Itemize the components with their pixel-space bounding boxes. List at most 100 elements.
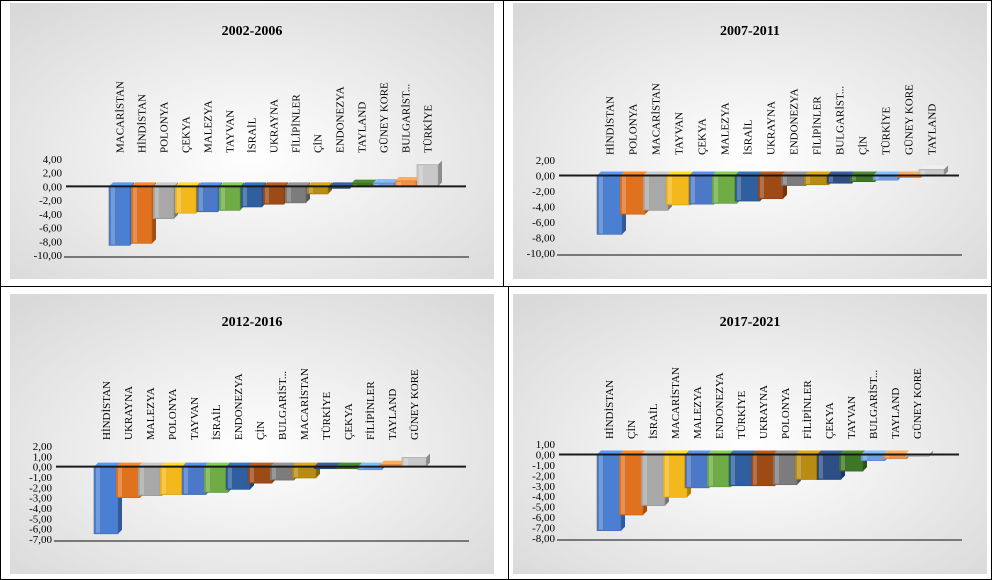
y-tick-label: -4,00	[29, 503, 52, 515]
y-tick-label: -2,00	[532, 186, 555, 198]
category-label: FİLİPİNLER	[365, 381, 377, 440]
category-label: FİLİPİNLER	[291, 94, 303, 153]
table-border-top	[0, 0, 992, 1]
table-border-left	[0, 0, 1, 580]
category-label: MACARİSTAN	[115, 81, 127, 153]
category-label: TÜRKİYE	[881, 106, 893, 155]
category-label: İSRAİL	[211, 404, 223, 440]
y-tick-label: -5,00	[29, 513, 52, 525]
chart-svg: 2012-2016 2,001,000,00-1,00-2,00-3,00-4,0…	[10, 294, 494, 574]
category-label: MACARİSTAN	[651, 83, 663, 155]
category-label: MALEZYA	[203, 100, 215, 153]
bar--i-n	[306, 182, 332, 195]
y-tick-label: -7,00	[29, 534, 52, 546]
chart-title: 2007-2011	[720, 24, 780, 39]
category-label: UKRAYNA	[123, 386, 135, 440]
category-label: GÜNEY KORE	[912, 368, 924, 439]
category-label: ÇİN	[858, 136, 870, 155]
category-label: HİNDİSTAN	[604, 380, 616, 439]
category-label: ENDONEZYA	[789, 88, 801, 155]
category-label: BULGARİST...	[401, 84, 413, 153]
y-tick-label: 0,00	[43, 181, 63, 193]
category-label: HİNDİSTAN	[605, 96, 617, 155]
category-label: HİNDİSTAN	[137, 94, 149, 153]
y-tick-label: 2,00	[43, 168, 63, 180]
y-tick-label: -6,00	[532, 512, 555, 524]
category-label: MALEZYA	[720, 102, 732, 155]
category-label: TAYLAND	[927, 104, 939, 155]
y-tick-label: -2,00	[39, 195, 62, 207]
y-tick-label: -8,00	[39, 236, 62, 248]
y-tick-label: -1,00	[29, 472, 52, 484]
bar-bulgari-st-	[394, 176, 420, 187]
category-label: GÜNEY KORE	[904, 84, 916, 155]
y-tick-label: -10,00	[527, 248, 556, 260]
category-label: ÇEKYA	[824, 402, 836, 439]
y-tick-label: 2,00	[536, 155, 556, 167]
category-label: İSRAİL	[743, 119, 755, 155]
y-tick-label: -3,00	[29, 493, 52, 505]
bar-tayland	[350, 179, 376, 187]
category-label: BULGARİST...	[835, 86, 847, 155]
y-tick-label: -6,00	[39, 223, 62, 235]
category-label: İSRAİL	[648, 403, 660, 439]
y-tick-label: -6,00	[29, 524, 52, 536]
table-border-middle-v-bottom	[508, 286, 509, 580]
category-label: TÜRKİYE	[423, 104, 435, 153]
category-label: HİNDİSTAN	[101, 381, 113, 440]
y-tick-label: -7,00	[532, 523, 555, 535]
chart-svg: 2017-2021 1,000,00-1,00-2,00-3,00-4,00-5,…	[513, 294, 987, 574]
category-label: FİLİPİNLER	[812, 96, 824, 155]
bar-g-ney-kore	[401, 453, 430, 467]
category-label: TAYVAN	[674, 112, 686, 155]
category-label: MALEZYA	[692, 386, 704, 439]
category-label: TAYLAND	[357, 102, 369, 153]
category-label: GÜNEY KORE	[409, 369, 421, 440]
category-label: ÇİN	[255, 421, 267, 440]
chart-background	[513, 294, 987, 574]
y-tick-label: -2,00	[532, 470, 555, 482]
chart-background	[10, 3, 494, 279]
category-label: TÜRKİYE	[736, 390, 748, 439]
category-label: GÜNEY KORE	[379, 82, 391, 153]
category-label: TAYLAND	[387, 389, 399, 440]
bar-macari-stan	[108, 182, 134, 246]
chart-svg: 2007-2011 2,00 0,00 -2,00 -4,00 -6,00 -8,00 -10…	[513, 3, 987, 279]
y-tick-label: 0,00	[33, 462, 53, 474]
y-tick-label: -4,00	[532, 491, 555, 503]
y-tick-label: -8,00	[532, 533, 555, 545]
category-label: TÜRKİYE	[321, 391, 333, 440]
category-label: TAYLAND	[890, 388, 902, 439]
category-label: POLONYA	[167, 389, 179, 440]
y-tick-label: -1,00	[532, 460, 555, 472]
chart-panel-2012-2016: 2012-2016 2,00 1,00 0,00 -1,00 -2,00 -3,00 -4,0…	[10, 294, 494, 574]
bar-t-rki-ye	[416, 160, 442, 187]
y-tick-label: 1,00	[536, 439, 556, 451]
category-label: ÇİN	[626, 420, 638, 439]
y-tick-label: -3,00	[532, 481, 555, 493]
category-label: MACARİSTAN	[299, 368, 311, 440]
y-tick-label: 0,00	[536, 449, 556, 461]
category-label: ÇEKYA	[181, 116, 193, 153]
category-label: ENDONEZYA	[714, 372, 726, 439]
category-label: FİLİPİNLER	[802, 380, 814, 439]
table-border-middle-v-top	[503, 0, 504, 287]
chart-panel-2017-2021: 2017-2021 1,00 0,00 -1,00 -2,00 -3,00 -4,00 -5,…	[513, 294, 987, 574]
category-label: MACARİSTAN	[670, 367, 682, 439]
bar-polonya	[152, 182, 178, 219]
category-label: UKRAYNA	[766, 101, 778, 155]
bar-g-ney-kore	[372, 179, 398, 187]
y-tick-label: -4,00	[532, 202, 555, 214]
chart-title: 2012-2016	[222, 315, 283, 330]
y-tick-label: -2,00	[29, 482, 52, 494]
category-label: UKRAYNA	[758, 385, 770, 439]
chart-svg: 2002-2006 4,00 2,000,00 -2,00 -4,00 -6,00-8,0…	[10, 3, 494, 279]
y-tick-label: -5,00	[532, 502, 555, 514]
chart-title: 2017-2021	[720, 315, 781, 330]
category-label: TAYVAN	[189, 397, 201, 440]
category-label: POLONYA	[159, 102, 171, 153]
category-label: ENDONEZYA	[335, 86, 347, 153]
y-tick-label: -6,00	[532, 217, 555, 229]
y-tick-label: 4,00	[43, 154, 63, 166]
